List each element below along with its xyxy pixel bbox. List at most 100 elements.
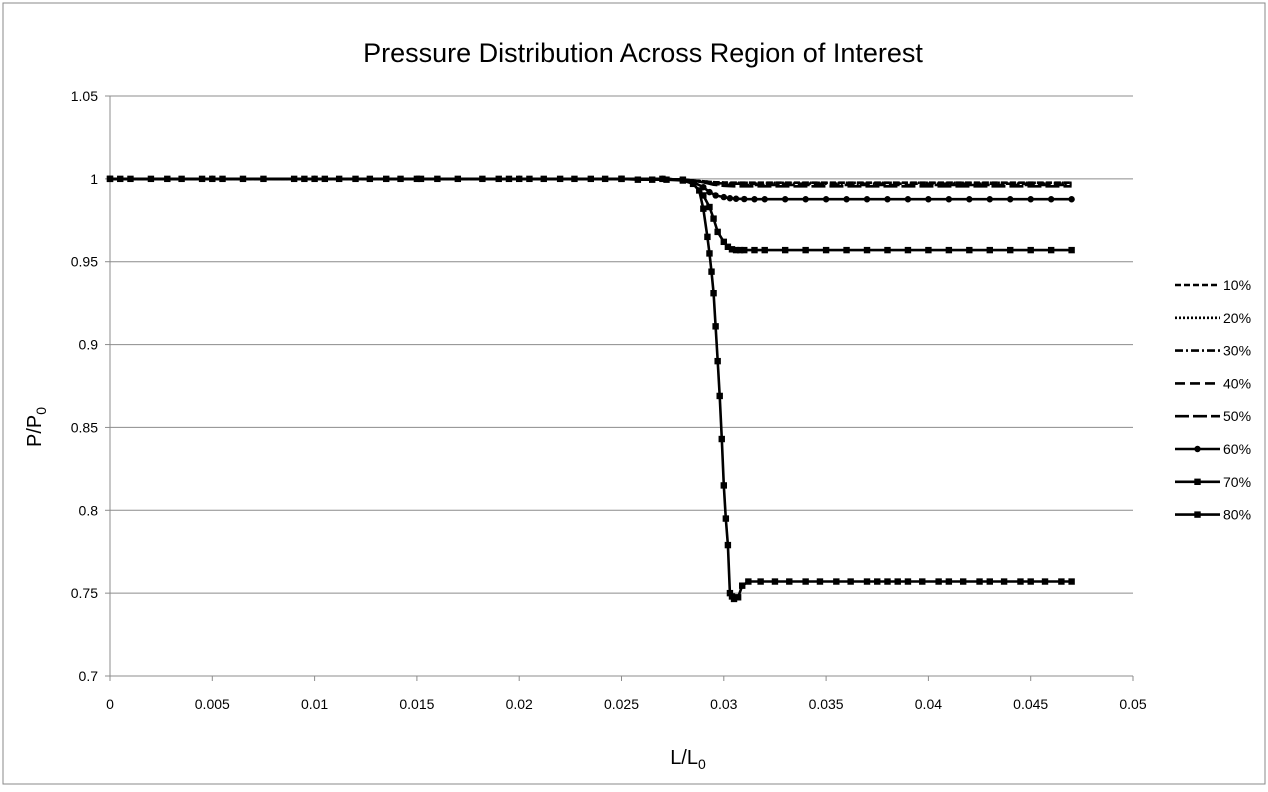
x-tick-labels: 0 0.005 0.01 0.015 0.02 0.025 0.03 0.035 0.04 0.0… [106, 696, 1147, 712]
y-axis-label: P/P0 [24, 407, 49, 447]
data-point [959, 578, 967, 585]
data-point [526, 175, 533, 183]
data-point [714, 357, 721, 365]
y-tick-label: 0.95 [71, 254, 98, 270]
data-point [712, 192, 719, 199]
data-point [147, 175, 155, 183]
data-point [1194, 511, 1201, 518]
y-tick-label: 0.85 [71, 419, 98, 435]
legend-item: 70% [1175, 474, 1251, 490]
data-point [663, 176, 670, 183]
data-point [724, 541, 732, 549]
y-tick-label: 0.75 [71, 585, 98, 601]
data-point [722, 515, 730, 522]
data-point [843, 196, 850, 203]
data-point [739, 582, 746, 589]
data-point [966, 196, 973, 203]
data-point [714, 228, 721, 236]
data-point [1017, 578, 1024, 585]
data-point [816, 578, 824, 585]
data-point [976, 578, 983, 585]
data-point [966, 246, 973, 254]
data-point [1000, 578, 1008, 585]
data-point [945, 246, 953, 254]
data-point [587, 175, 595, 183]
data-point [321, 175, 329, 183]
data-point [732, 246, 740, 254]
data-point [732, 195, 740, 202]
data-point [986, 578, 993, 585]
data-point [847, 578, 854, 585]
data-point [945, 578, 953, 585]
series-layer [106, 175, 1075, 603]
x-tick-label: 0.04 [915, 696, 942, 712]
legend-label: 10% [1223, 277, 1251, 293]
data-point [741, 246, 748, 254]
data-point [454, 175, 462, 183]
data-point [726, 589, 734, 597]
data-point [843, 246, 850, 254]
data-point [301, 175, 308, 183]
data-point [863, 196, 871, 203]
data-point [106, 175, 114, 183]
data-point [648, 176, 656, 183]
data-point [724, 243, 732, 250]
data-point [417, 175, 425, 183]
data-point [904, 578, 912, 585]
data-point [708, 268, 715, 275]
data-point [178, 175, 185, 183]
data-point [706, 250, 713, 257]
data-point [1027, 196, 1034, 203]
data-point [863, 246, 871, 254]
data-point [925, 246, 932, 254]
legend-label: 60% [1223, 441, 1251, 457]
data-point [822, 246, 830, 254]
data-point [634, 176, 642, 183]
y-tick-label: 0.8 [79, 502, 99, 518]
x-tick-label: 0 [106, 696, 114, 712]
data-point [761, 246, 768, 254]
data-point [556, 175, 564, 183]
data-point [540, 175, 547, 183]
legend-label: 50% [1223, 408, 1251, 424]
data-point [802, 246, 809, 254]
data-point [736, 246, 744, 254]
data-point [935, 578, 942, 585]
x-tick-label: 0.045 [1013, 696, 1048, 712]
data-point [716, 392, 723, 400]
x-tick-label: 0.05 [1119, 696, 1146, 712]
legend-item: 30% [1175, 343, 1251, 359]
data-point [986, 246, 993, 254]
data-point [884, 196, 891, 203]
legend-label: 20% [1223, 310, 1251, 326]
data-point [1027, 246, 1034, 254]
data-point [696, 187, 703, 194]
data-point [833, 578, 840, 585]
data-point [1194, 445, 1201, 453]
data-point [127, 175, 134, 183]
data-point [689, 180, 697, 188]
y-axis-label-base: P/P [24, 415, 46, 447]
data-point [863, 578, 871, 585]
data-point [904, 196, 912, 203]
data-point [290, 175, 298, 183]
data-point [771, 578, 779, 585]
data-point [383, 175, 390, 183]
legend-item: 20% [1175, 310, 1251, 326]
data-point [1068, 578, 1075, 585]
data-point [1194, 478, 1201, 485]
data-point [679, 177, 687, 184]
data-point [745, 578, 752, 585]
data-point [904, 246, 912, 254]
data-point [781, 246, 789, 254]
x-axis-label-sub: 0 [698, 756, 706, 772]
legend-item: 80% [1175, 507, 1251, 523]
data-point [730, 595, 738, 603]
legend-item: 50% [1175, 408, 1251, 424]
data-point [757, 578, 764, 585]
legend-label: 70% [1223, 474, 1251, 490]
data-point [260, 175, 267, 183]
x-tick-label: 0.025 [604, 696, 639, 712]
